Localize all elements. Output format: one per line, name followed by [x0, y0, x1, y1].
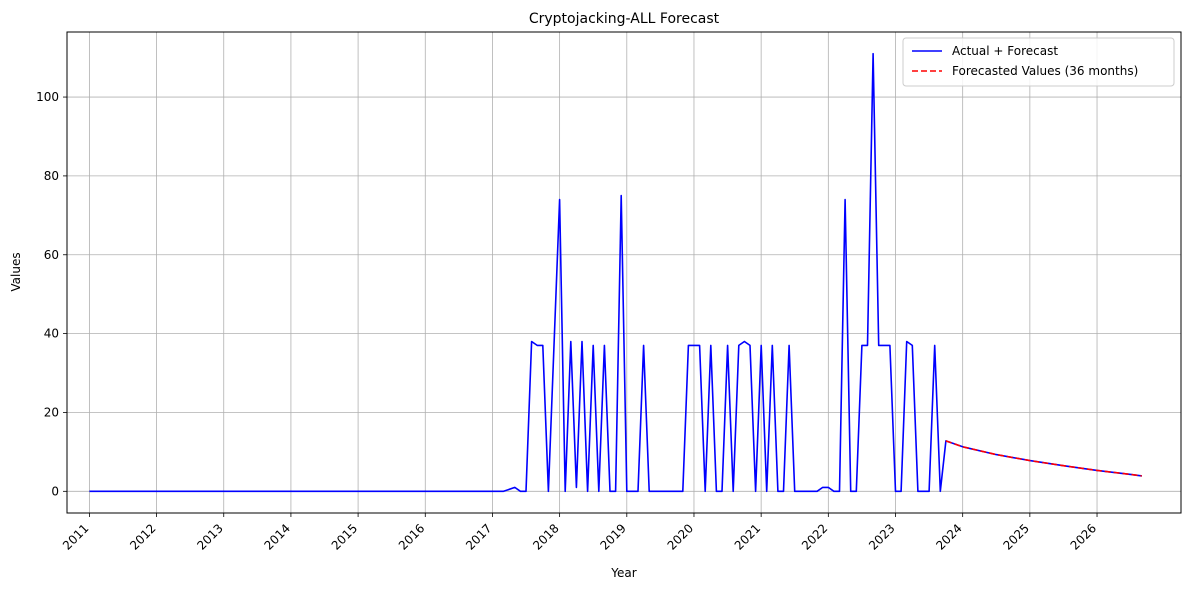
legend-label-1: Actual + Forecast — [952, 44, 1058, 58]
series-layer — [89, 52, 1142, 493]
y-tick-label: 100 — [36, 90, 59, 104]
legend-box — [902, 37, 1175, 87]
series-line-1 — [89, 52, 1142, 493]
plot-frame — [66, 31, 1182, 514]
legend-label-2: Forecasted Values (36 months) — [952, 64, 1138, 78]
x-axis-title: Year — [610, 566, 636, 580]
legend: Actual + Forecast Forecasted Values (36 m… — [902, 37, 1175, 87]
y-tick-label: 60 — [44, 248, 59, 262]
y-axis-title: Values — [9, 252, 23, 291]
y-tick-label: 0 — [51, 484, 59, 498]
y-axis: 0 20 40 60 80 100 — [36, 90, 67, 498]
series-line-2 — [945, 440, 1142, 477]
y-tick-label: 40 — [44, 327, 59, 341]
chart-title: Cryptojacking-ALL Forecast — [529, 11, 720, 27]
y-tick-label: 20 — [44, 405, 59, 419]
grid — [67, 32, 1181, 513]
y-tick-label: 80 — [44, 169, 59, 183]
